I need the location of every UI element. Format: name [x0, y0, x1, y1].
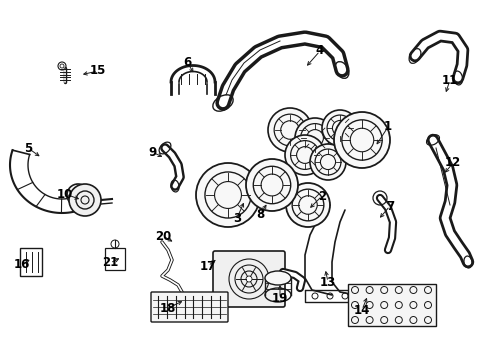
Circle shape — [246, 276, 252, 282]
Text: 1: 1 — [384, 121, 392, 134]
Text: 2: 2 — [318, 189, 326, 202]
Text: 12: 12 — [445, 157, 461, 170]
Circle shape — [69, 184, 101, 216]
Text: 20: 20 — [155, 230, 171, 243]
FancyBboxPatch shape — [213, 251, 285, 307]
Text: 19: 19 — [272, 292, 288, 305]
Text: 4: 4 — [316, 45, 324, 58]
Circle shape — [286, 183, 330, 227]
Text: 18: 18 — [160, 302, 176, 315]
Circle shape — [196, 163, 260, 227]
Text: 15: 15 — [90, 64, 106, 77]
Text: 17: 17 — [200, 260, 216, 273]
Text: 13: 13 — [320, 275, 336, 288]
Text: 3: 3 — [233, 211, 241, 225]
Text: 21: 21 — [102, 256, 118, 270]
Text: 10: 10 — [57, 188, 73, 201]
Text: 14: 14 — [354, 303, 370, 316]
Text: 5: 5 — [24, 141, 32, 154]
FancyBboxPatch shape — [348, 284, 436, 326]
Text: 9: 9 — [148, 145, 156, 158]
Circle shape — [310, 144, 346, 180]
Circle shape — [334, 112, 390, 168]
Circle shape — [285, 135, 325, 175]
Text: 16: 16 — [14, 258, 30, 271]
Text: 8: 8 — [256, 208, 264, 221]
Circle shape — [268, 108, 312, 152]
Circle shape — [322, 110, 358, 146]
Text: 7: 7 — [386, 199, 394, 212]
Text: 11: 11 — [442, 73, 458, 86]
Circle shape — [295, 118, 335, 158]
Circle shape — [246, 159, 298, 211]
Ellipse shape — [265, 271, 291, 285]
FancyBboxPatch shape — [151, 292, 228, 322]
Text: 6: 6 — [183, 55, 191, 68]
